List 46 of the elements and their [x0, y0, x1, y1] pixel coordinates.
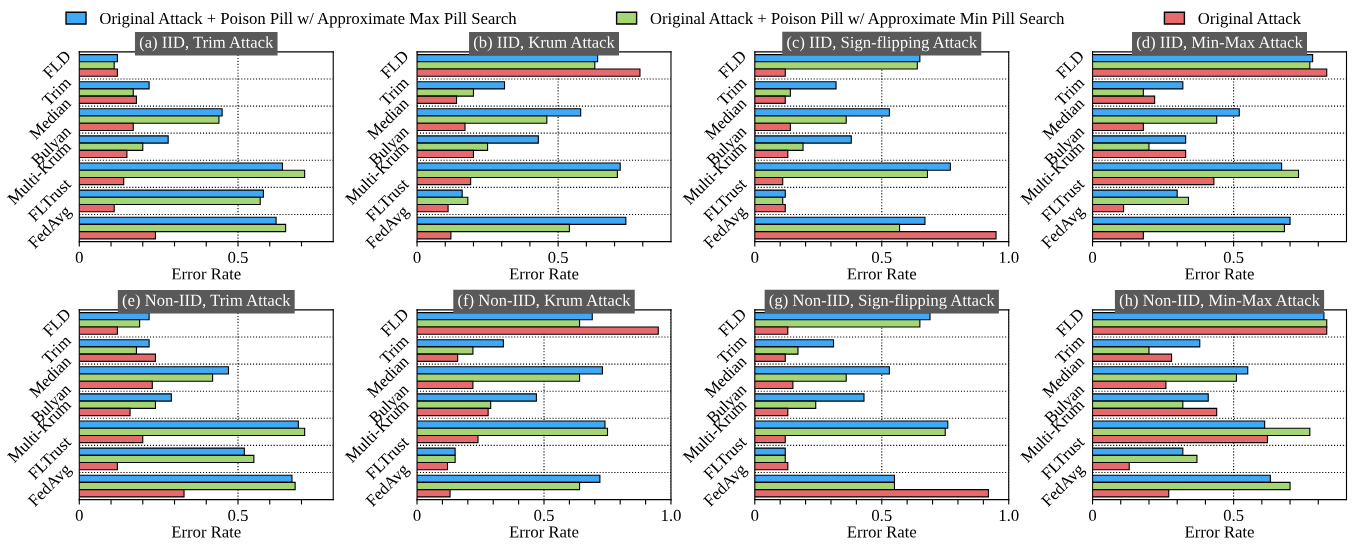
x-tick-label: 0: [413, 251, 421, 264]
x-axis-title: Error Rate: [1185, 268, 1254, 280]
x-axis-title: Error Rate: [509, 268, 579, 280]
y-tick-label: FLD: [717, 307, 747, 338]
x-tick-label: 0: [75, 509, 83, 522]
x-tick-label: 0: [75, 251, 83, 264]
y-tick-label: FLD: [380, 307, 410, 338]
x-tick-label: 0.5: [534, 509, 554, 522]
x-tick-label: 1.0: [662, 509, 681, 522]
legend-label: Original Attack + Poison Pill w/ Approximate Max Pill Search: [100, 12, 517, 28]
x-axis-title: Error Rate: [171, 268, 241, 280]
x-tick-label: 0: [1089, 509, 1097, 522]
x-axis-title: Error Rate: [847, 268, 917, 280]
x-tick-label: 0.5: [1223, 251, 1244, 264]
x-tick-label: 0.5: [871, 509, 892, 522]
x-tick-label: 0.5: [548, 251, 568, 264]
chart-title: (b) IID, Krum Attack: [473, 36, 615, 52]
y-tick-label: FLD: [42, 307, 72, 338]
y-tick-label: FLD: [1055, 307, 1085, 338]
x-tick-label: 0.5: [1223, 509, 1244, 522]
x-tick-label: 1.0: [999, 509, 1019, 522]
y-tick-label: FLD: [380, 49, 410, 80]
x-axis-title: Error Rate: [171, 526, 241, 538]
x-tick-label: 0: [1089, 251, 1097, 264]
legend-label: Original Attack: [1198, 12, 1301, 28]
chart-title: (h) Non-IID, Min-Max Attack: [1119, 294, 1320, 310]
x-tick-label: 0: [751, 509, 759, 522]
y-tick-label: FLD: [1055, 49, 1085, 80]
x-tick-label: 0: [751, 251, 759, 264]
x-tick-label: 1.0: [999, 251, 1019, 264]
chart-title: (e) Non-IID, Trim Attack: [122, 294, 291, 310]
legend-label: Original Attack + Poison Pill w/ Approximate Min Pill Search: [650, 12, 1065, 28]
x-tick-label: 0.5: [228, 509, 248, 522]
x-tick-label: 0.5: [228, 251, 248, 264]
y-tick-label: FLD: [42, 49, 72, 80]
x-axis-title: Error Rate: [509, 526, 579, 538]
chart-title: (g) Non-IID, Sign-flipping Attack: [769, 293, 995, 310]
x-tick-label: 0.5: [871, 251, 892, 264]
chart-title: (f) Non-IID, Krum Attack: [458, 293, 631, 310]
chart-title: (a) IID, Trim Attack: [139, 36, 274, 52]
chart-title: (d) IID, Min-Max Attack: [1136, 36, 1303, 52]
chart-title: (c) IID, Sign-flipping Attack: [787, 35, 978, 52]
x-axis-title: Error Rate: [847, 526, 917, 538]
x-axis-title: Error Rate: [1185, 526, 1254, 538]
y-tick-label: FLD: [717, 49, 747, 80]
x-tick-label: 0: [413, 509, 421, 522]
